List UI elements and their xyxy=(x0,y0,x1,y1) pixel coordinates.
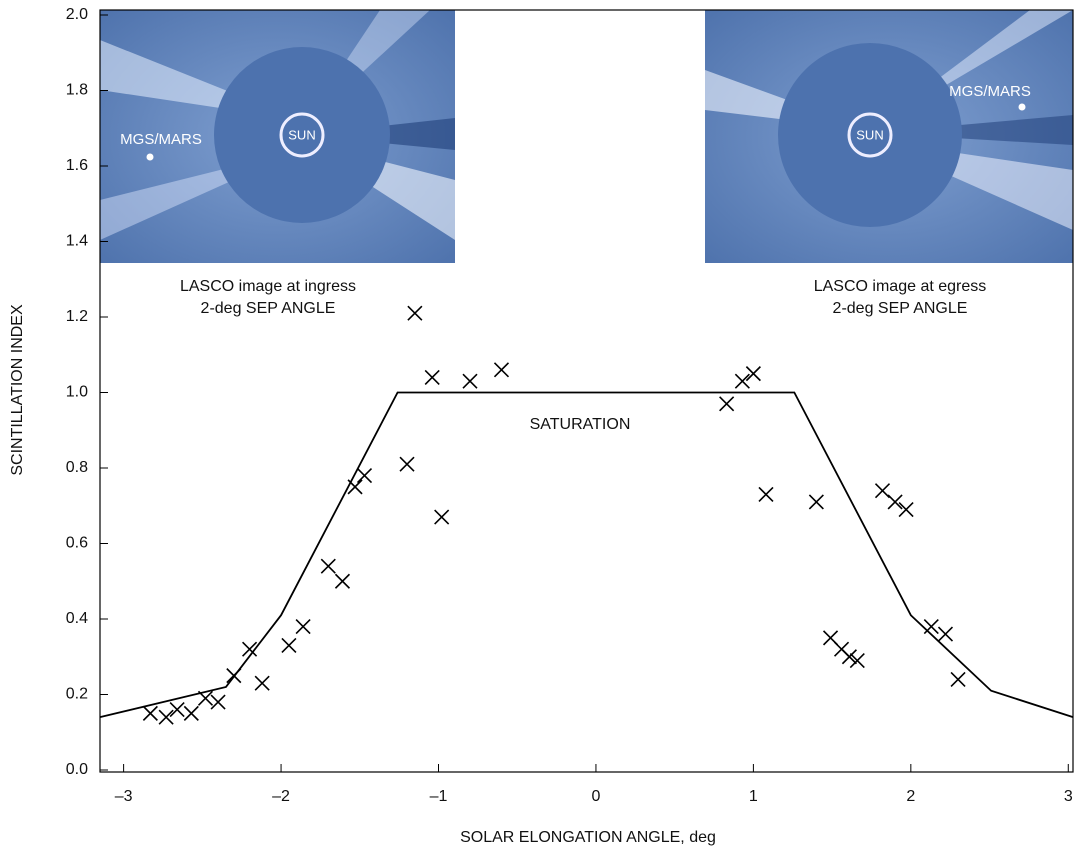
mars-dot xyxy=(1019,104,1026,111)
y-tick-label: 1.6 xyxy=(66,157,88,174)
y-tick-label: 1.4 xyxy=(66,233,88,250)
x-marker xyxy=(335,574,349,588)
x-tick-label: 1 xyxy=(749,788,758,805)
x-marker xyxy=(184,706,198,720)
x-marker xyxy=(951,672,965,686)
x-marker xyxy=(875,484,889,498)
x-marker xyxy=(170,703,184,717)
annotation: SATURATION xyxy=(530,416,631,433)
y-tick-label: 2.0 xyxy=(66,6,88,23)
x-marker xyxy=(321,559,335,573)
x-marker xyxy=(425,370,439,384)
x-marker xyxy=(435,510,449,524)
chart: MGS/MARS SUN LASCO image at ingress 2-de… xyxy=(0,0,1077,852)
x-marker xyxy=(159,710,173,724)
object-label: MGS/MARS xyxy=(949,83,1031,100)
y-axis-title: SCINTILLATION INDEX xyxy=(9,304,26,476)
x-marker xyxy=(400,457,414,471)
x-marker xyxy=(938,627,952,641)
x-marker xyxy=(809,495,823,509)
x-marker xyxy=(759,487,773,501)
x-marker xyxy=(746,367,760,381)
x-marker xyxy=(227,669,241,683)
x-marker xyxy=(924,620,938,634)
y-tick-label: 0.6 xyxy=(66,535,88,552)
inset-ingress: MGS/MARS SUN LASCO image at ingress 2-de… xyxy=(100,10,455,317)
y-tick-label: 0.0 xyxy=(66,761,88,778)
x-marker xyxy=(358,469,372,483)
inset-egress: MGS/MARS SUN LASCO image at egress 2-deg… xyxy=(705,10,1073,317)
inset-caption: 2-deg SEP ANGLE xyxy=(201,300,336,317)
x-tick-label: –2 xyxy=(272,788,290,805)
x-marker xyxy=(899,503,913,517)
y-tick-label: 0.4 xyxy=(66,610,88,627)
x-marker xyxy=(211,695,225,709)
object-label: MGS/MARS xyxy=(120,131,202,148)
mars-dot xyxy=(147,154,154,161)
x-tick-label: 3 xyxy=(1064,788,1073,805)
page: {"chart_data": { "type": "scatter", "x_l… xyxy=(0,0,1077,852)
x-marker xyxy=(720,397,734,411)
inset-caption: LASCO image at ingress xyxy=(180,278,356,295)
inset-caption: 2-deg SEP ANGLE xyxy=(833,300,968,317)
x-axis-title: SOLAR ELONGATION ANGLE, deg xyxy=(460,829,716,846)
inset-caption: LASCO image at egress xyxy=(814,278,987,295)
x-tick-label: –3 xyxy=(115,788,133,805)
x-marker xyxy=(282,638,296,652)
y-tick-label: 1.0 xyxy=(66,384,88,401)
x-marker xyxy=(348,480,362,494)
sun-label: SUN xyxy=(856,127,883,142)
x-marker xyxy=(463,374,477,388)
y-tick-label: 0.2 xyxy=(66,686,88,703)
x-marker xyxy=(735,374,749,388)
y-tick-label: 1.8 xyxy=(66,82,88,99)
x-marker xyxy=(143,706,157,720)
x-tick-label: 2 xyxy=(906,788,915,805)
x-tick-label: 0 xyxy=(591,788,600,805)
sun-label: SUN xyxy=(288,127,315,142)
x-tick-label: –1 xyxy=(430,788,448,805)
x-marker xyxy=(255,676,269,690)
y-tick-label: 0.8 xyxy=(66,459,88,476)
y-tick-label: 1.2 xyxy=(66,308,88,325)
x-marker xyxy=(494,363,508,377)
x-marker xyxy=(408,306,422,320)
fit-line xyxy=(100,393,1073,718)
x-marker xyxy=(296,620,310,634)
x-marker xyxy=(888,495,902,509)
x-marker xyxy=(198,691,212,705)
